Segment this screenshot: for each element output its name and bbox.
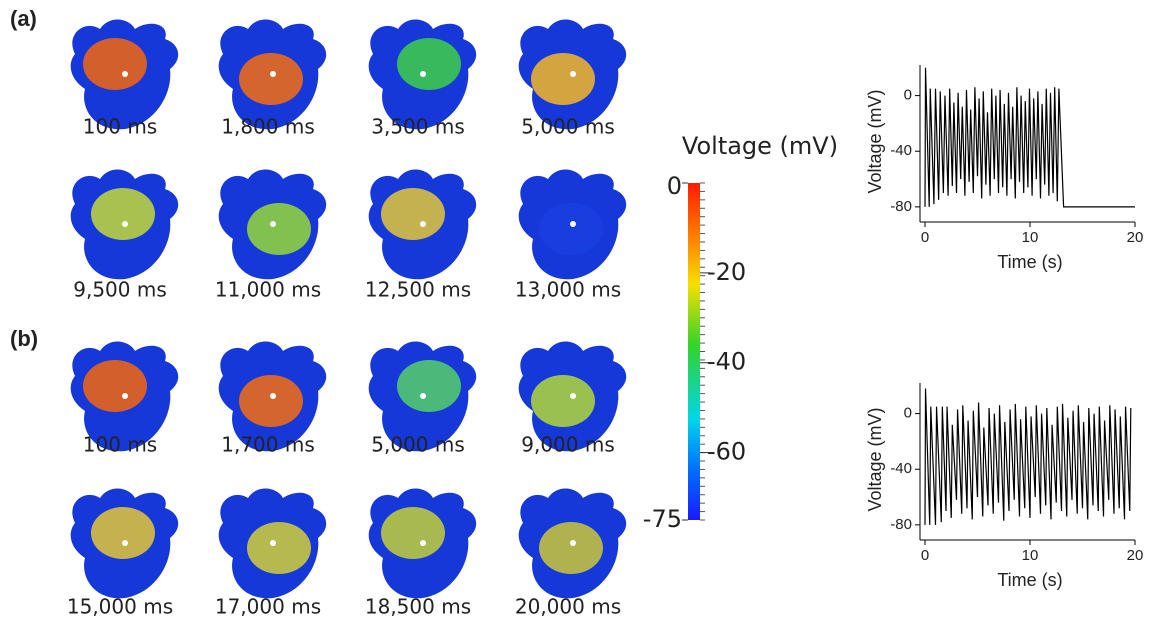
x-tick-label: 10: [1022, 229, 1039, 246]
y-axis-label: Voltage (mV): [865, 89, 885, 193]
activation-patch: [239, 375, 303, 427]
x-axis-label: Time (s): [997, 252, 1062, 272]
frame-label: 17,000 ms: [215, 595, 321, 619]
x-tick-label: 0: [921, 229, 929, 246]
y-tick-label: 0: [904, 87, 912, 104]
frame-label: 20,000 ms: [515, 595, 621, 619]
colorbar-tick-label: -20: [707, 258, 746, 286]
colorbar-tick-label: 0: [667, 172, 682, 200]
activation-patch: [531, 53, 595, 105]
colorbar-title: Voltage (mV): [682, 132, 838, 160]
x-tick-label: 0: [921, 547, 929, 564]
activation-patch: [91, 188, 155, 240]
heart-render: [70, 19, 179, 130]
electrode: [570, 393, 576, 399]
electrode: [122, 221, 128, 227]
electrode: [270, 71, 276, 77]
frame-label: 12,500 ms: [365, 278, 471, 302]
heart-render: [518, 341, 627, 452]
heart-render: [518, 19, 627, 130]
electrode: [122, 71, 128, 77]
frame-label: 1,700 ms: [221, 433, 315, 457]
colorbar-tick-label: -60: [707, 438, 746, 466]
activation-patch: [531, 375, 595, 427]
frame-label: 100 ms: [83, 433, 157, 457]
activation-patch: [539, 203, 603, 255]
heart-render: [218, 341, 327, 452]
x-tick-label: 20: [1127, 547, 1144, 564]
frame-label: 9,000 ms: [521, 433, 615, 457]
frame-label: 11,000 ms: [215, 278, 321, 302]
frame-label: 3,500 ms: [371, 115, 465, 139]
frame-label: 100 ms: [83, 115, 157, 139]
x-tick-label: 10: [1022, 547, 1039, 564]
frame-label: 15,000 ms: [67, 595, 173, 619]
heart-render: [368, 488, 477, 599]
x-axis-label: Time (s): [997, 570, 1062, 590]
y-axis-label: Voltage (mV): [865, 407, 885, 511]
heart-render: [518, 169, 627, 280]
electrode: [420, 71, 426, 77]
y-tick-label: -40: [890, 142, 912, 159]
heart-render: [368, 341, 477, 452]
activation-patch: [239, 53, 303, 105]
heart-render: [368, 169, 477, 280]
electrode: [570, 71, 576, 77]
colorbar-tick-label: -40: [707, 348, 746, 376]
activation-patch: [381, 188, 445, 240]
heart-render: [218, 169, 327, 280]
frame-label: 9,500 ms: [73, 278, 167, 302]
heart-render: [70, 169, 179, 280]
activation-patch: [83, 38, 147, 90]
panel-label: (a): [10, 6, 37, 31]
activation-patch: [91, 507, 155, 559]
voltage-trace: [924, 388, 1132, 525]
electrode: [420, 221, 426, 227]
electrode: [270, 540, 276, 546]
electrode: [570, 221, 576, 227]
frame-label: 5,000 ms: [371, 433, 465, 457]
heart-render: [70, 488, 179, 599]
frame-label: 18,500 ms: [365, 595, 471, 619]
frame-label: 5,000 ms: [521, 115, 615, 139]
electrode: [420, 540, 426, 546]
heart-render: [70, 341, 179, 452]
activation-patch: [539, 522, 603, 574]
colorbar: [688, 183, 700, 520]
heart-render: [218, 19, 327, 130]
electrode: [270, 393, 276, 399]
y-tick-label: -80: [890, 198, 912, 215]
colorbar-tick-label: -75: [643, 505, 682, 533]
heart-render: [368, 19, 477, 130]
electrode: [570, 540, 576, 546]
activation-patch: [381, 507, 445, 559]
y-tick-label: -80: [890, 516, 912, 533]
heart-render: [218, 488, 327, 599]
electrode: [270, 221, 276, 227]
frame-label: 13,000 ms: [515, 278, 621, 302]
electrode: [122, 393, 128, 399]
x-tick-label: 20: [1127, 229, 1144, 246]
y-tick-label: 0: [904, 405, 912, 422]
frame-label: 1,800 ms: [221, 115, 315, 139]
y-tick-label: -40: [890, 460, 912, 477]
activation-patch: [83, 360, 147, 412]
activation-patch: [397, 360, 461, 412]
electrode: [122, 540, 128, 546]
heart-render: [518, 488, 627, 599]
activation-patch: [247, 203, 311, 255]
voltage-trace: [924, 67, 1135, 208]
panel-label: (b): [10, 326, 38, 351]
activation-patch: [247, 522, 311, 574]
activation-patch: [397, 38, 461, 90]
electrode: [420, 393, 426, 399]
